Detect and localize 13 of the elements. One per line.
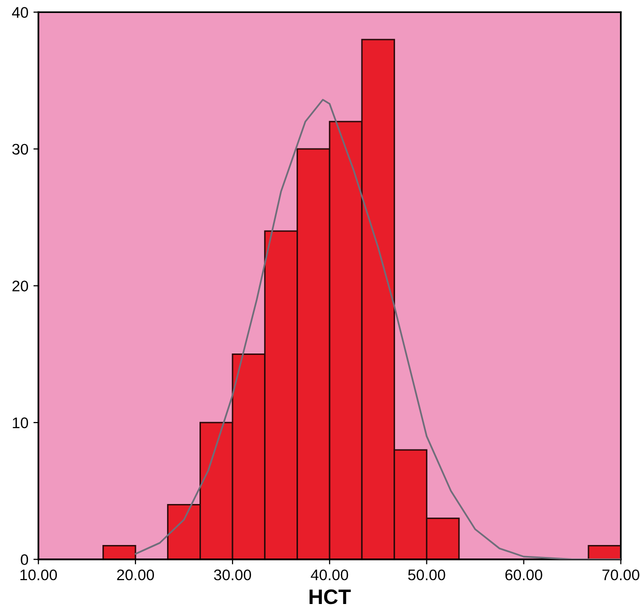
x-axis-title: HCT	[310, 589, 351, 604]
x-tick-label: 20.00	[117, 569, 154, 580]
x-tick-label: 70.00	[602, 569, 640, 580]
x-tick-label: 30.00	[214, 569, 252, 580]
y-tick-label: 40	[12, 7, 28, 18]
y-tick-label: 20	[12, 280, 28, 292]
x-tick-label: 40.00	[310, 569, 348, 580]
y-tick-label: 30	[12, 144, 28, 155]
x-tick-label: 10.00	[20, 569, 57, 580]
x-tick-label: 60.00	[505, 569, 542, 580]
x-tick-label: 50.00	[408, 569, 446, 580]
y-tick-label: 0	[20, 554, 28, 566]
y-tick-label: 10	[12, 417, 28, 428]
